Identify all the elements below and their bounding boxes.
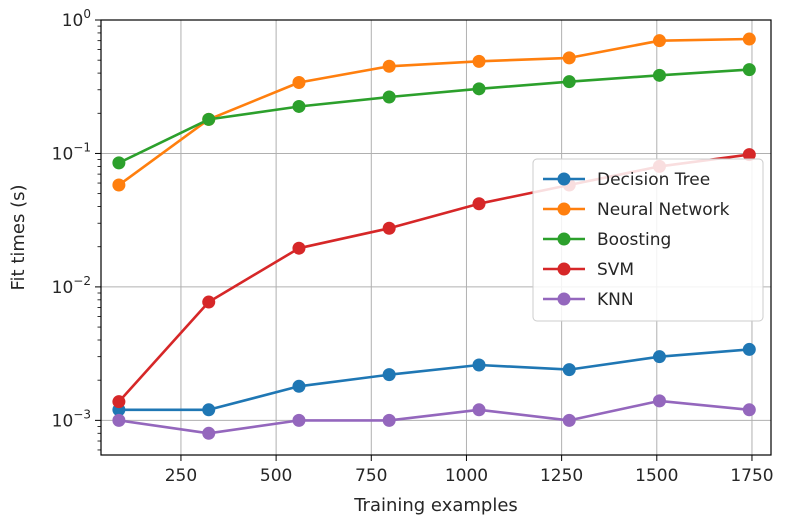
data-point	[292, 241, 306, 255]
data-point	[742, 63, 756, 77]
legend-swatch-marker	[557, 172, 571, 186]
y-tick-label: 100	[62, 7, 91, 31]
legend-swatch-marker	[557, 202, 571, 216]
legend-box	[532, 158, 764, 322]
data-point	[202, 295, 216, 309]
data-point	[112, 178, 126, 192]
data-point	[292, 413, 306, 427]
data-point	[742, 403, 756, 417]
data-point	[472, 197, 486, 211]
y-axis-title: Fit times (s)	[8, 184, 29, 290]
y-tick-label: 10−3	[52, 407, 91, 431]
legend-swatch-marker	[557, 262, 571, 276]
series-points	[112, 32, 756, 440]
x-tick-label: 1250	[540, 466, 583, 486]
data-point	[382, 221, 396, 235]
x-axis-ticks: 250 500 750 1000 1250 1500 1750	[165, 455, 774, 486]
data-point	[292, 76, 306, 90]
legend-label: Decision Tree	[597, 170, 710, 190]
legend-label: Boosting	[597, 230, 671, 250]
legend-label: SVM	[597, 260, 634, 280]
x-tick-label: 1750	[730, 466, 773, 486]
series-line	[118, 399, 750, 435]
data-point	[202, 426, 216, 440]
data-point	[472, 403, 486, 417]
data-point	[562, 75, 576, 89]
data-point	[382, 90, 396, 104]
data-point	[562, 363, 576, 377]
series-line	[118, 348, 750, 412]
x-tick-label: 1500	[635, 466, 678, 486]
data-point	[112, 413, 126, 427]
data-point	[112, 395, 126, 409]
data-point	[652, 68, 666, 82]
data-point	[652, 34, 666, 48]
data-point	[112, 156, 126, 170]
data-point	[292, 99, 306, 113]
data-point	[382, 413, 396, 427]
data-point	[562, 413, 576, 427]
data-point	[742, 342, 756, 356]
data-point	[202, 403, 216, 417]
data-point	[292, 379, 306, 393]
x-tick-label: 500	[260, 466, 292, 486]
data-point	[382, 368, 396, 382]
x-tick-label: 1000	[445, 466, 488, 486]
series-line	[118, 68, 750, 165]
x-tick-label: 250	[165, 466, 197, 486]
data-point	[472, 358, 486, 372]
legend-label: Neural Network	[597, 200, 730, 220]
data-point	[562, 51, 576, 65]
data-point	[742, 148, 756, 162]
legend: Decision Tree Neural Network Boosting SVM KN…	[532, 158, 764, 322]
y-axis-ticks: 10−3 10−2 10−1 100	[52, 7, 101, 451]
legend-swatch-marker	[557, 232, 571, 246]
data-point	[652, 350, 666, 364]
legend-swatch-marker	[557, 292, 571, 306]
data-point	[202, 112, 216, 126]
x-axis-title: Training examples	[353, 495, 518, 516]
data-point	[742, 32, 756, 46]
y-tick-label: 10−2	[52, 274, 91, 298]
plot-area-frame	[100, 19, 772, 456]
data-point	[472, 54, 486, 68]
y-tick-label: 10−1	[52, 140, 91, 164]
data-point	[652, 394, 666, 408]
series-line	[118, 37, 750, 187]
legend-label: KNN	[597, 290, 634, 310]
x-tick-label: 750	[355, 466, 387, 486]
data-point	[472, 82, 486, 96]
data-point	[382, 59, 396, 73]
